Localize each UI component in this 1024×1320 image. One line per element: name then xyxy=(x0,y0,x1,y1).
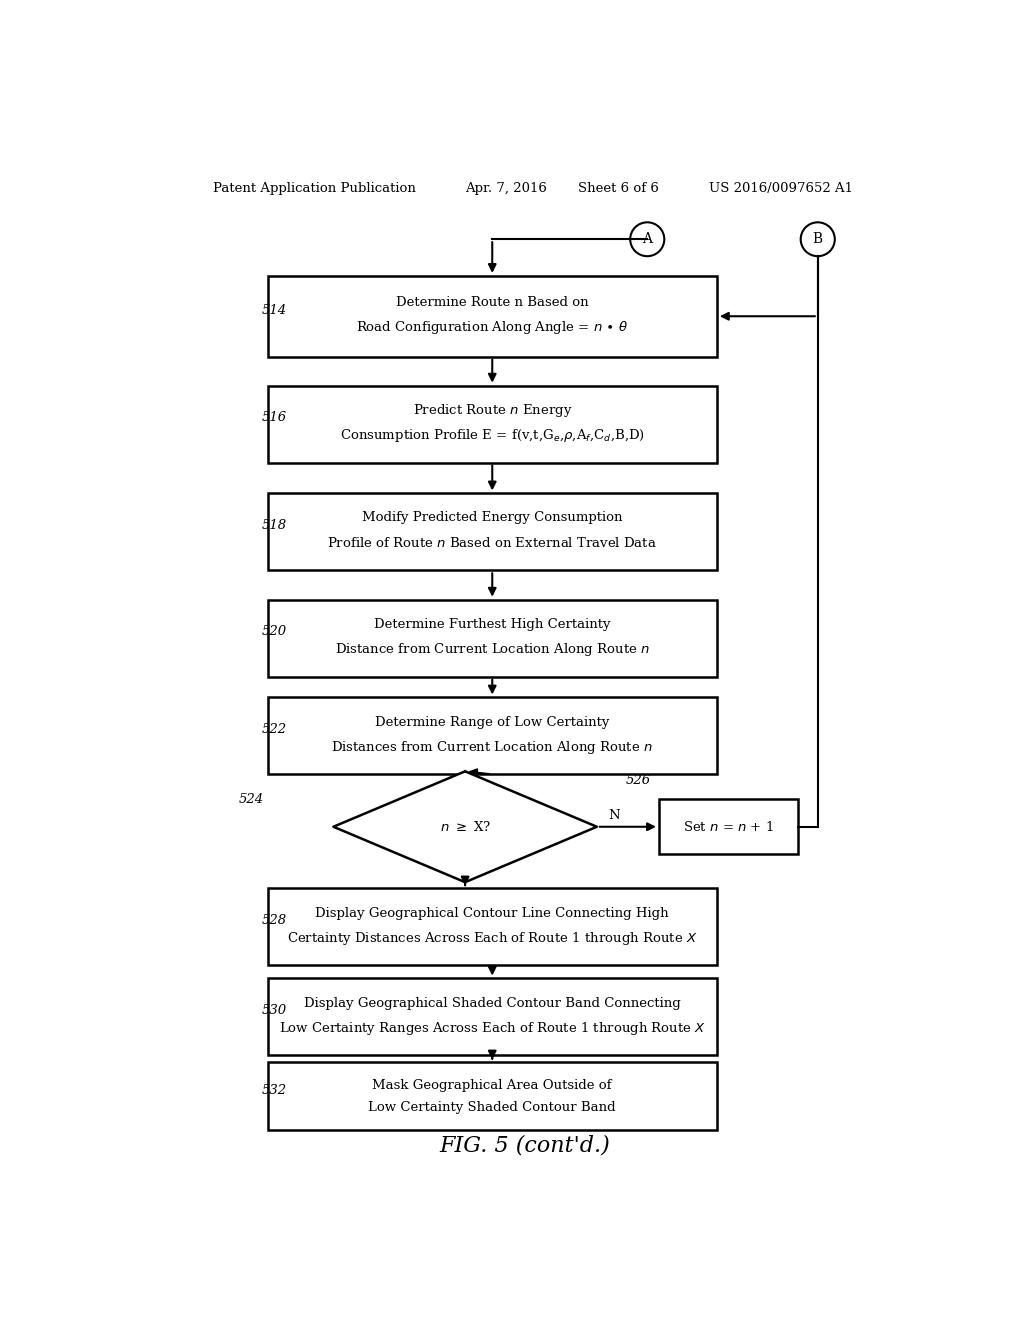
Text: $n$ $\geq$ X?: $n$ $\geq$ X? xyxy=(439,820,490,834)
FancyBboxPatch shape xyxy=(267,276,717,356)
FancyBboxPatch shape xyxy=(658,799,799,854)
Text: Sheet 6 of 6: Sheet 6 of 6 xyxy=(578,182,658,194)
Text: Display Geographical Shaded Contour Band Connecting: Display Geographical Shaded Contour Band… xyxy=(304,997,681,1010)
FancyBboxPatch shape xyxy=(267,494,717,570)
Text: 530: 530 xyxy=(262,1005,287,1018)
Text: Profile of Route $n$ Based on External Travel Data: Profile of Route $n$ Based on External T… xyxy=(328,536,657,550)
Text: Consumption Profile E = f(v,t,G$_e$,$\rho$,A$_f$,C$_d$,B,D): Consumption Profile E = f(v,t,G$_e$,$\rh… xyxy=(340,428,645,444)
FancyBboxPatch shape xyxy=(267,888,717,965)
Text: Road Configuration Along Angle = $n$ $\bullet$ $\theta$: Road Configuration Along Angle = $n$ $\b… xyxy=(356,319,629,337)
Text: FIG. 5 (cont'd.): FIG. 5 (cont'd.) xyxy=(439,1135,610,1156)
Text: Determine Range of Low Certainty: Determine Range of Low Certainty xyxy=(375,715,609,729)
Text: Distances from Current Location Along Route $n$: Distances from Current Location Along Ro… xyxy=(332,739,653,756)
Text: Low Certainty Shaded Contour Band: Low Certainty Shaded Contour Band xyxy=(369,1101,616,1114)
Text: Apr. 7, 2016: Apr. 7, 2016 xyxy=(465,182,547,194)
FancyBboxPatch shape xyxy=(267,697,717,775)
Text: Determine Route n Based on: Determine Route n Based on xyxy=(396,296,589,309)
Text: N: N xyxy=(608,809,621,822)
Text: Low Certainty Ranges Across Each of Route 1 through Route $X$: Low Certainty Ranges Across Each of Rout… xyxy=(279,1020,706,1038)
Text: Patent Application Publication: Patent Application Publication xyxy=(213,182,416,194)
Text: Distance from Current Location Along Route $n$: Distance from Current Location Along Rou… xyxy=(335,642,649,659)
Text: 524: 524 xyxy=(239,793,263,807)
Text: 522: 522 xyxy=(262,723,287,737)
Text: Certainty Distances Across Each of Route 1 through Route $X$: Certainty Distances Across Each of Route… xyxy=(287,929,697,946)
FancyBboxPatch shape xyxy=(267,978,717,1056)
Text: Mask Geographical Area Outside of: Mask Geographical Area Outside of xyxy=(373,1078,612,1092)
Text: 528: 528 xyxy=(262,915,287,927)
Text: 518: 518 xyxy=(262,519,287,532)
Text: 532: 532 xyxy=(262,1084,287,1097)
Text: Determine Furthest High Certainty: Determine Furthest High Certainty xyxy=(374,618,610,631)
Text: A: A xyxy=(642,232,652,247)
Text: Predict Route $n$ Energy: Predict Route $n$ Energy xyxy=(413,401,572,418)
FancyBboxPatch shape xyxy=(267,599,717,677)
Text: 514: 514 xyxy=(262,304,287,317)
Text: 526: 526 xyxy=(626,775,651,788)
Text: B: B xyxy=(813,232,823,247)
Text: Modify Predicted Energy Consumption: Modify Predicted Energy Consumption xyxy=(362,511,623,524)
Text: 516: 516 xyxy=(262,412,287,425)
Text: US 2016/0097652 A1: US 2016/0097652 A1 xyxy=(710,182,853,194)
Text: Display Geographical Contour Line Connecting High: Display Geographical Contour Line Connec… xyxy=(315,907,669,920)
Polygon shape xyxy=(334,771,597,882)
Text: 520: 520 xyxy=(262,626,287,639)
Text: Y: Y xyxy=(461,892,469,906)
FancyBboxPatch shape xyxy=(267,1063,717,1130)
Text: Set $n$ = $n$ + 1: Set $n$ = $n$ + 1 xyxy=(683,820,774,834)
FancyBboxPatch shape xyxy=(267,385,717,462)
